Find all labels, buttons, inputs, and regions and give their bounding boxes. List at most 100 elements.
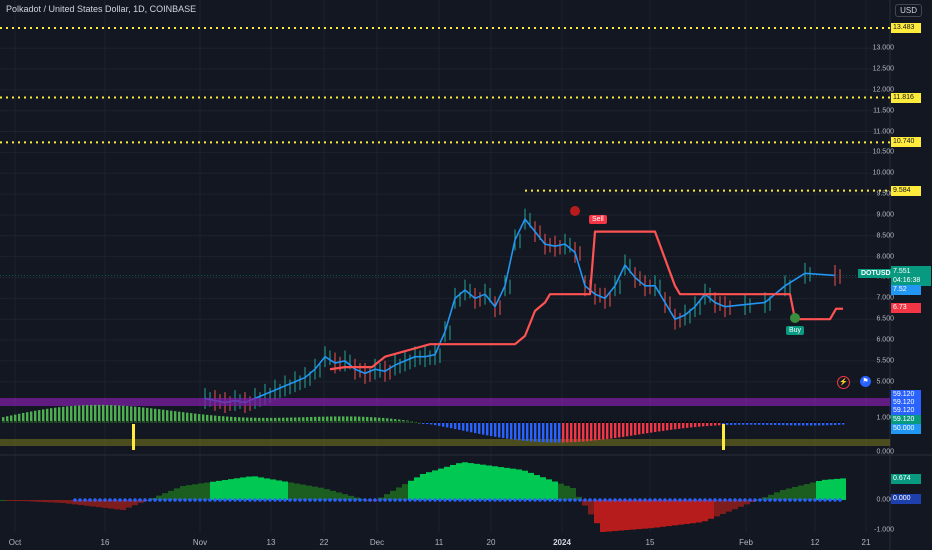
lower-area-bar: [492, 466, 498, 500]
osc-bar: [178, 411, 181, 423]
osc-bar: [502, 423, 505, 439]
osc-bar: [222, 416, 225, 423]
lower-area-bar: [402, 484, 408, 500]
osc-dot: [810, 421, 812, 423]
osc-dot: [558, 421, 560, 423]
osc-bar: [594, 423, 597, 441]
osc-bar: [290, 417, 293, 423]
lower-area-bar: [60, 500, 66, 503]
osc-dot: [682, 421, 684, 423]
osc-dot: [494, 421, 496, 423]
oscillator-badge: 50.000: [891, 424, 921, 434]
osc-bar: [810, 423, 813, 426]
lower-area-bar: [642, 500, 648, 529]
sell-signal-label: Sell: [589, 215, 607, 224]
osc-dot: [262, 421, 264, 423]
osc-dot: [138, 421, 140, 423]
osc-bar: [830, 423, 833, 426]
lower-zero-dot: [338, 498, 342, 502]
osc-bar: [326, 416, 329, 423]
lower-area-bar: [540, 477, 546, 500]
lower-area-bar: [324, 489, 330, 500]
lower-zero-dot: [473, 498, 477, 502]
osc-bar: [182, 412, 185, 423]
lower-area-bar: [348, 495, 354, 500]
lower-area-bar: [684, 500, 690, 524]
osc-bar: [50, 408, 53, 423]
lower-area-bar: [246, 476, 252, 500]
lower-zero-dot: [553, 498, 557, 502]
osc-bar: [106, 404, 109, 423]
lower-area-bar: [486, 465, 492, 500]
lower-zero-dot: [733, 498, 737, 502]
osc-bar: [718, 423, 721, 426]
lower-zero-dot: [828, 498, 832, 502]
osc-bar: [494, 423, 497, 437]
lower-zero-dot: [818, 498, 822, 502]
osc-dot: [334, 421, 336, 423]
osc-dot: [26, 421, 28, 423]
osc-dot: [18, 421, 20, 423]
time-axis-label: 21: [861, 538, 871, 547]
osc-bar: [690, 423, 693, 428]
lower-area-bar: [660, 500, 666, 527]
lower-zero-dot: [558, 498, 562, 502]
osc-bar: [362, 416, 365, 423]
osc-dot: [770, 421, 772, 423]
osc-dot: [70, 421, 72, 423]
lower-area-bar: [54, 500, 60, 503]
osc-dot: [210, 421, 212, 423]
lower-area-bar: [564, 485, 570, 500]
osc-dot: [250, 421, 252, 423]
osc-bar: [666, 423, 669, 431]
time-axis-label: Dec: [369, 538, 385, 547]
osc-bar: [74, 405, 77, 423]
lower-zero-dot: [328, 498, 332, 502]
osc-bar: [538, 423, 541, 442]
osc-dot: [498, 421, 500, 423]
lower-zero-dot: [673, 498, 677, 502]
osc-dot: [526, 421, 528, 423]
lower-area-bar: [390, 490, 396, 500]
osc-dot: [482, 421, 484, 423]
osc-bar: [226, 416, 229, 423]
osc-dot: [514, 421, 516, 423]
lower-zero-dot: [483, 498, 487, 502]
moving-average-line: [204, 217, 836, 404]
lower-zero-dot: [428, 498, 432, 502]
lower-zero-dot: [458, 498, 462, 502]
osc-bar: [334, 416, 337, 423]
osc-bar: [490, 423, 493, 437]
price-axis-label: 10.500: [872, 148, 894, 156]
currency-button[interactable]: USD: [895, 4, 922, 17]
lower-zero-dot: [158, 498, 162, 502]
lower-zero-dot: [793, 498, 797, 502]
lower-area-bar: [48, 500, 54, 503]
lower-area-bar: [450, 465, 456, 500]
lower-area-bar: [84, 500, 90, 506]
osc-bar: [510, 423, 513, 440]
osc-dot: [710, 421, 712, 423]
lower-zero-dot: [93, 498, 97, 502]
osc-bar: [686, 423, 689, 428]
osc-dot: [130, 421, 132, 423]
lower-area-bar: [108, 500, 114, 509]
lower-zero-dot: [628, 498, 632, 502]
osc-dot: [30, 421, 32, 423]
osc-bar: [282, 417, 285, 423]
osc-dot: [522, 421, 524, 423]
lower-zero-dot: [213, 498, 217, 502]
lower-area-bar: [534, 475, 540, 500]
lower-zero-dot: [273, 498, 277, 502]
osc-dot: [370, 421, 372, 423]
lower-area-bar: [276, 480, 282, 500]
osc-bar: [618, 423, 621, 438]
lower-area-bar: [264, 478, 270, 500]
flag-icon[interactable]: ⚑: [860, 376, 871, 387]
lightning-icon[interactable]: ⚡: [837, 376, 850, 389]
lower-area-bar: [78, 500, 84, 506]
osc-bar: [162, 409, 165, 423]
lower-zero-dot: [563, 498, 567, 502]
lower-area-bar: [840, 478, 846, 500]
